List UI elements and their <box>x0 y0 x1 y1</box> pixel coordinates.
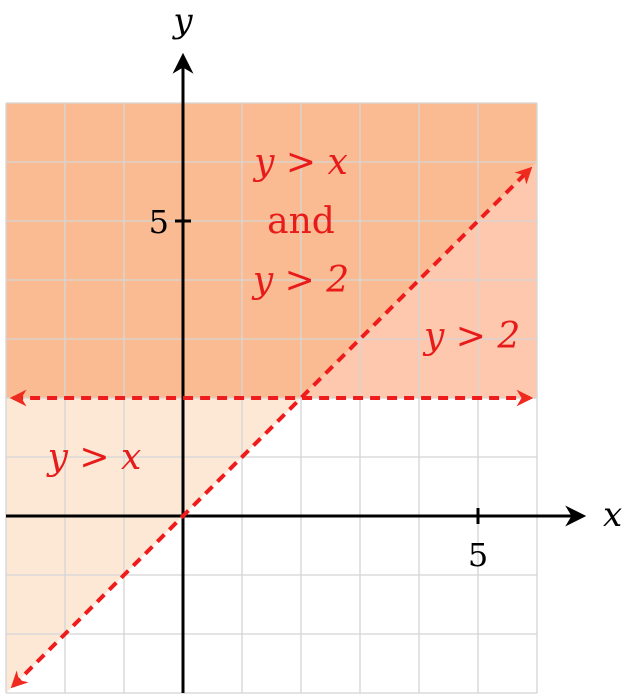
region-label-both-line-1: y > x <box>252 142 348 183</box>
x-tick-label: 5 <box>468 536 488 574</box>
region-label-both-line-2: and <box>267 201 335 242</box>
region-label-y-gt-2: y > 2 <box>422 316 520 357</box>
boundary-line-y-equals-x <box>10 166 533 689</box>
y-tick-label: 5 <box>149 203 169 241</box>
region-label-both-line-3: y > 2 <box>251 260 349 301</box>
x-axis-label: x <box>603 495 622 535</box>
region-label-y-gt-x: y > x <box>46 437 142 478</box>
y-axis-label: y <box>171 1 193 41</box>
